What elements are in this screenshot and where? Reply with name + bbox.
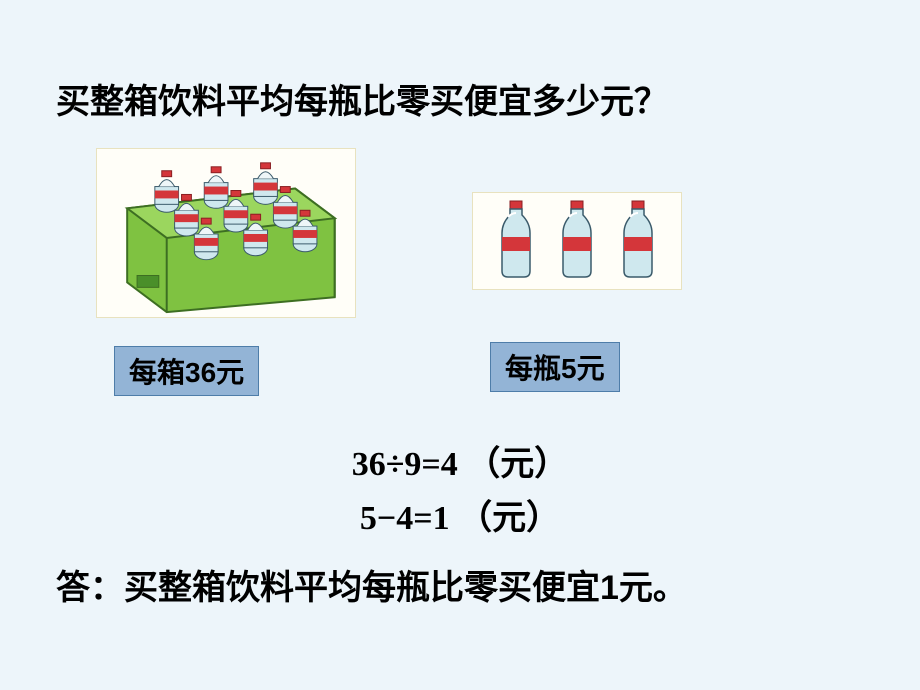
- bottle-icon: [553, 199, 601, 281]
- answer-text: 答：买整箱饮料平均每瓶比零买便宜1元。: [56, 560, 876, 609]
- box-price-label: 每箱36元: [114, 346, 259, 396]
- crate-illustration: [96, 148, 356, 318]
- single-bottles-illustration: [472, 192, 682, 290]
- equation-2: 5−4=1 （元）: [0, 490, 920, 539]
- question-text: 买整箱饮料平均每瓶比零买便宜多少元？: [56, 78, 836, 127]
- bottle-icon: [492, 199, 540, 281]
- crate-svg: [97, 149, 355, 317]
- single-price-label: 每瓶5元: [490, 342, 620, 392]
- bottle-icon: [614, 199, 662, 281]
- equation-1: 36÷9=4 （元）: [0, 436, 920, 485]
